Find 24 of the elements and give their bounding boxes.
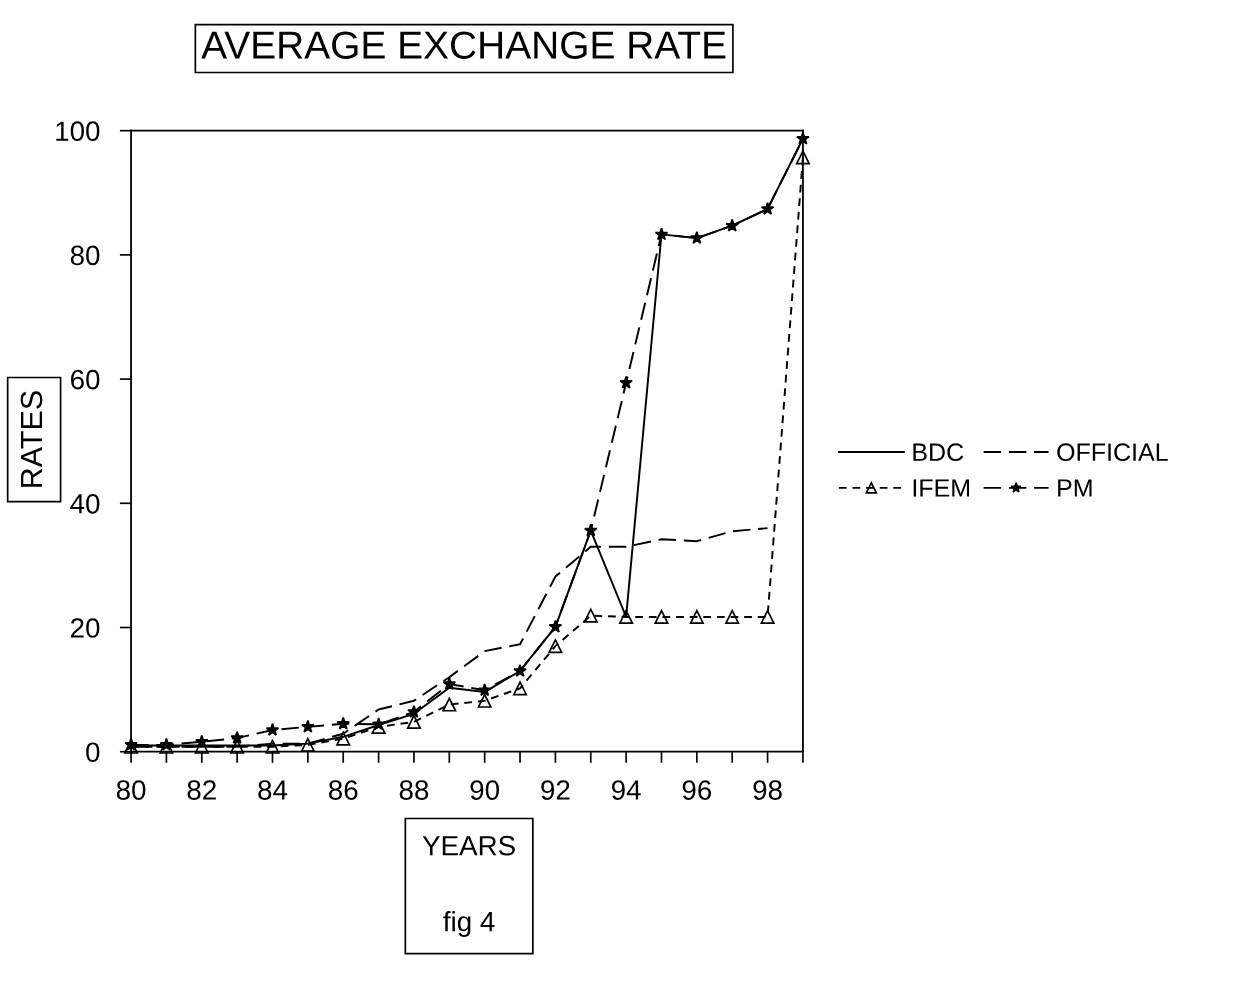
x-tick-label: 80	[116, 780, 146, 800]
x-tick-label: 86	[328, 780, 358, 800]
x-tick-label: 88	[399, 780, 429, 800]
x-axis-title: YEARS	[422, 835, 515, 856]
x-tick-label: 94	[611, 780, 641, 800]
x-tick-label: 92	[541, 780, 570, 800]
y-tick-label: 60	[71, 369, 100, 390]
y-tick-label: 40	[70, 493, 100, 514]
y-tick-label: 100	[56, 121, 100, 142]
legend-label: BDC	[913, 443, 964, 462]
legend-label: PM	[1058, 479, 1092, 497]
legend-label: IFEM	[913, 479, 970, 497]
y-axis-title: RATES	[20, 391, 43, 487]
x-tick-label: 90	[470, 780, 500, 800]
chart-title: AVERAGE EXCHANGE RATE	[201, 31, 726, 59]
y-tick-label: 0	[86, 742, 100, 763]
y-tick-label: 80	[70, 245, 100, 266]
x-tick-label: 82	[187, 780, 216, 800]
caption: fig 4	[443, 911, 495, 937]
y-tick-label: 20	[71, 618, 100, 638]
legend-label: OFFICIAL	[1057, 443, 1168, 462]
x-tick-label: 98	[753, 780, 782, 800]
x-tick-label: 84	[258, 780, 288, 800]
x-tick-label: 96	[682, 780, 712, 800]
